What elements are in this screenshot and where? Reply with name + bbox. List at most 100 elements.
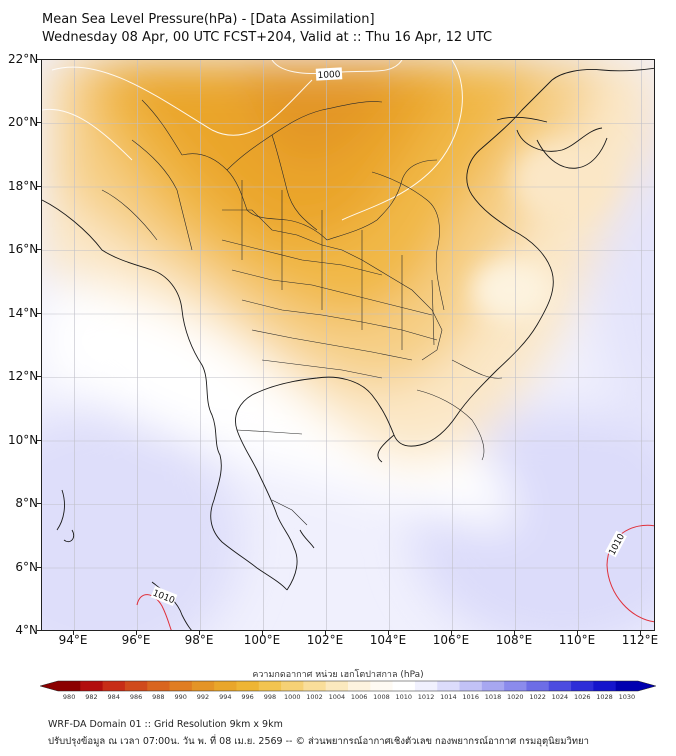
colorbar-swatch — [214, 681, 237, 691]
lat-label-8n: 8°N — [15, 496, 38, 510]
lon-label-112e: 112°E — [621, 633, 659, 647]
colorbar-swatch — [504, 681, 527, 691]
lon-tick — [262, 631, 263, 635]
colorbar-tick-label: 1016 — [462, 693, 479, 701]
colorbar-tick-label: 1030 — [618, 693, 636, 701]
lon-tick — [325, 631, 326, 635]
colorbar-swatch — [124, 681, 148, 691]
colorbar-extend-high — [638, 681, 656, 691]
lat-tick — [37, 313, 41, 314]
pressure-map: 1000 1010 1010 — [41, 59, 655, 631]
colorbar-tick-label: 1022 — [529, 693, 546, 701]
colorbar-outline — [40, 680, 656, 692]
lat-tick — [37, 186, 41, 187]
lon-label-94e: 94°E — [58, 633, 88, 647]
colorbar-swatch — [348, 681, 371, 691]
colorbar-swatch — [593, 681, 617, 691]
lat-tick — [37, 567, 41, 568]
colorbar-swatch — [169, 681, 193, 691]
colorbar-swatch — [392, 681, 416, 691]
lat-label-14n: 14°N — [8, 306, 39, 320]
map-title: Mean Sea Level Pressure(hPa) - [Data Ass… — [42, 12, 375, 27]
colorbar-swatch — [526, 681, 550, 691]
lat-tick — [37, 249, 41, 250]
colorbar-tick-label: 990 — [174, 693, 187, 701]
lat-label-10n: 10°N — [8, 433, 39, 447]
colorbar-tick-label: 982 — [85, 693, 98, 701]
lat-tick — [37, 630, 41, 631]
footer-credit: ปรับปรุงข้อมูล ณ เวลา 07:00น. วัน พ. ที่… — [48, 736, 589, 747]
colorbar-tick-label: 1026 — [573, 693, 591, 701]
lon-label-98e: 98°E — [184, 633, 214, 647]
colorbar-tick-label: 1024 — [551, 693, 569, 701]
contour-label-1000: 1000 — [315, 67, 343, 81]
lon-tick — [199, 631, 200, 635]
lat-label-6n: 6°N — [15, 560, 38, 574]
colorbar-tick-label: 1028 — [596, 693, 613, 701]
lon-label-108e: 108°E — [495, 633, 533, 647]
colorbar-tick-label: 988 — [152, 693, 165, 701]
colorbar-tick-label: 992 — [196, 693, 210, 701]
colorbar-extend-low — [40, 681, 58, 691]
lat-tick — [37, 440, 41, 441]
lon-label-96e: 96°E — [121, 633, 151, 647]
lon-label-106e: 106°E — [432, 633, 470, 647]
colorbar-swatch — [147, 681, 171, 691]
lon-tick — [136, 631, 137, 635]
colorbar-tick-label: 1004 — [328, 693, 346, 701]
lat-tick — [37, 59, 41, 60]
isobar-lines — [42, 60, 463, 221]
colorbar-swatch — [303, 681, 327, 691]
lat-tick — [37, 122, 41, 123]
pressure-field-fill — [42, 60, 654, 630]
lon-label-110e: 110°E — [558, 633, 596, 647]
colorbar-tick-label: 1018 — [484, 693, 502, 701]
colorbar-tick-label: 994 — [219, 693, 232, 701]
colorbar-swatch — [236, 681, 260, 691]
lon-tick — [640, 631, 641, 635]
lat-label-4n: 4°N — [15, 623, 38, 637]
colorbar-swatch — [80, 681, 104, 691]
colorbar-tick-label: 984 — [107, 693, 120, 701]
colorbar-tick-label: 1010 — [395, 693, 413, 701]
lat-tick — [37, 376, 41, 377]
colorbar-tick-label: 980 — [62, 693, 76, 701]
lon-label-104e: 104°E — [369, 633, 407, 647]
colorbar-swatch — [258, 681, 282, 691]
colorbar-swatch — [481, 681, 505, 691]
colorbar-swatch — [102, 681, 126, 691]
colorbar-tick-label: 998 — [263, 693, 277, 701]
colorbar-label: ความกดอากาศ หน่วย เฮกโตปาสกาล (hPa) — [252, 670, 424, 680]
contour-1010 — [136, 524, 654, 630]
colorbar-tick-label: 1008 — [373, 693, 390, 701]
colorbar-tick-label: 1000 — [283, 693, 301, 701]
colorbar-swatch — [58, 681, 81, 691]
colorbar-tick-label: 986 — [129, 693, 143, 701]
footer-model-info: WRF-DA Domain 01 :: Grid Resolution 9km … — [48, 719, 283, 730]
lon-tick — [73, 631, 74, 635]
lon-label-102e: 102°E — [306, 633, 344, 647]
map-subtitle: Wednesday 08 Apr, 00 UTC FCST+204, Valid… — [42, 30, 493, 45]
colorbar-swatch — [437, 681, 461, 691]
borders — [101, 99, 503, 526]
colorbar-swatch — [325, 681, 349, 691]
lon-tick — [388, 631, 389, 635]
lon-tick — [577, 631, 578, 635]
lon-tick — [451, 631, 452, 635]
colorbar — [40, 680, 656, 692]
lat-label-22n: 22°N — [8, 52, 39, 66]
contour-1000-text: 1000 — [317, 70, 341, 81]
colorbar-tick-label: 1012 — [417, 693, 435, 701]
lat-label-18n: 18°N — [8, 179, 39, 193]
lat-label-16n: 16°N — [8, 242, 39, 256]
colorbar-swatch — [191, 681, 215, 691]
lat-lon-grid — [42, 60, 654, 630]
lon-tick — [514, 631, 515, 635]
colorbar-tick-label: 1020 — [507, 693, 524, 701]
colorbar-swatch — [571, 681, 594, 691]
colorbar-swatch — [370, 681, 394, 691]
lon-label-100e: 100°E — [243, 633, 281, 647]
colorbar-swatch — [281, 681, 304, 691]
colorbar-swatch — [548, 681, 572, 691]
colorbar-swatch — [459, 681, 483, 691]
